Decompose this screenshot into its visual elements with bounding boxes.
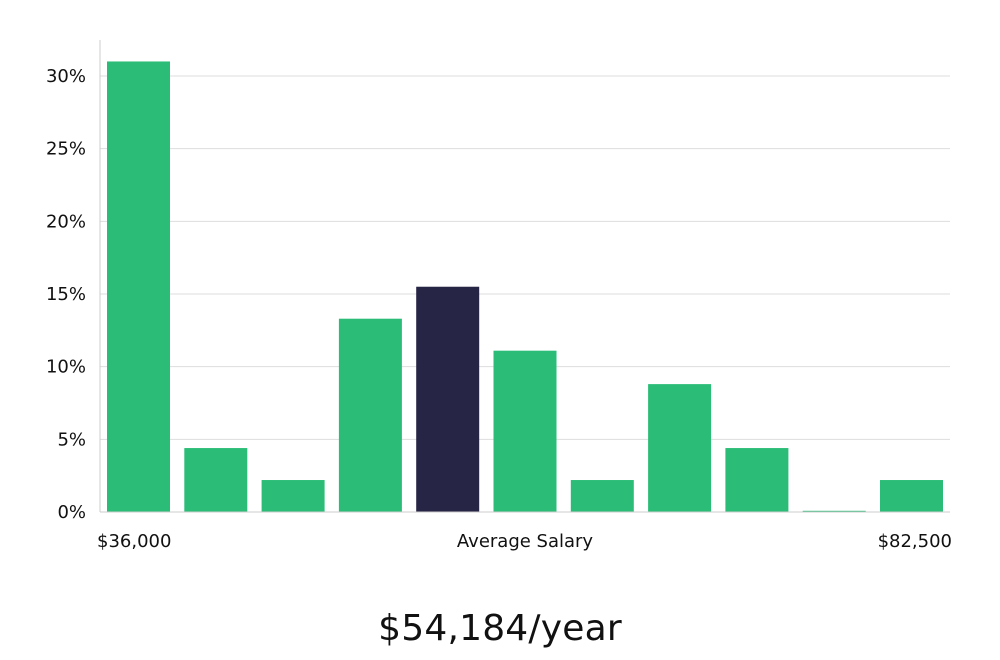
y-tick-label: 5% (57, 429, 86, 450)
histogram-svg: 0% 5% 10% 15% 20% 25% 30% $36,000 Average Sala… (46, 40, 952, 552)
x-axis-max-label: $82,500 (878, 531, 952, 552)
bar (261, 480, 325, 512)
bar (570, 480, 634, 512)
bar (184, 448, 248, 512)
y-tick-label: 20% (46, 211, 86, 232)
bars (107, 61, 943, 512)
average-salary-value: $54,184/year (378, 608, 622, 649)
bar (802, 510, 866, 512)
y-tick-label: 15% (46, 284, 86, 305)
bar (880, 480, 943, 512)
bar (107, 61, 170, 512)
bar-highlighted-average (416, 286, 480, 512)
bar (648, 384, 712, 512)
x-axis-min-label: $36,000 (97, 531, 171, 552)
bar (725, 448, 789, 512)
y-tick-label: 0% (57, 502, 86, 523)
x-axis-title: Average Salary (457, 531, 594, 552)
bar (493, 350, 557, 512)
grid-lines (100, 75, 950, 440)
y-tick-label: 30% (46, 66, 86, 87)
y-tick-label: 10% (46, 357, 86, 378)
bar (338, 318, 402, 512)
y-axis-tick-labels: 0% 5% 10% 15% 20% 25% 30% (46, 66, 86, 523)
y-tick-label: 25% (46, 139, 86, 160)
